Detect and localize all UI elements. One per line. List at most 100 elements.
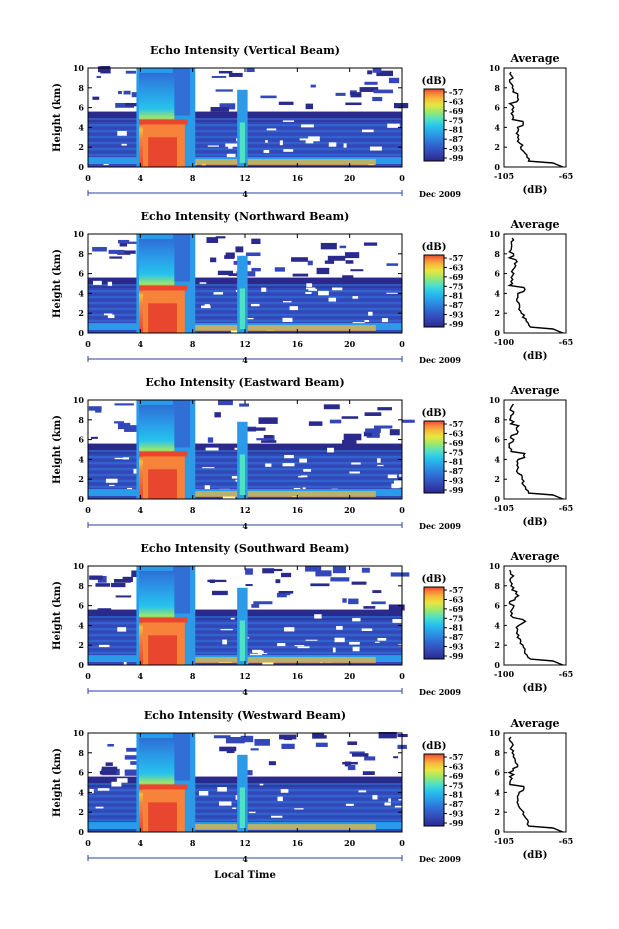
colorbar-tick-label: -87 — [449, 632, 463, 642]
echo-gap — [97, 788, 110, 791]
colorbar-tick-label: -63 — [449, 761, 464, 771]
panel-3: Echo Intensity (Southward Beam) 0 2 4 6 8 10 0 4… — [52, 542, 573, 697]
panel-title: Echo Intensity (Southward Beam) — [141, 542, 350, 555]
echo-gap — [284, 455, 294, 459]
echo-gap — [248, 811, 256, 814]
echo-gap — [361, 129, 374, 133]
echo-patch — [371, 601, 386, 605]
echo-gap — [343, 143, 347, 148]
echo-patch — [316, 267, 330, 275]
bright-band — [139, 119, 188, 125]
y-tick-label: 4 — [78, 454, 84, 464]
storm-anvil — [173, 234, 191, 282]
average-x-tick-label: -65 — [559, 503, 573, 513]
average-title: Average — [509, 550, 559, 563]
echo-patch — [210, 107, 229, 112]
bright-band — [139, 285, 188, 291]
y-tick-label: 4 — [78, 122, 84, 132]
colorbar-tick-label: -93 — [449, 476, 464, 486]
echo-gap — [282, 120, 295, 122]
echo-patch — [278, 590, 294, 594]
average-xlabel: (dB) — [523, 185, 548, 196]
colorbar-tick-label: -75 — [449, 115, 463, 125]
echo-patch — [388, 77, 400, 84]
panel-4: Echo Intensity (Westward Beam) 0 2 4 6 8 10 0 4 8… — [52, 709, 573, 864]
echo-patch — [330, 577, 350, 582]
echo-gap — [381, 318, 388, 323]
echo-gap — [259, 783, 264, 786]
echo-patch — [117, 250, 136, 254]
bright-band — [139, 451, 188, 457]
echo-gap — [377, 458, 381, 463]
echo-gap — [372, 795, 378, 800]
average-frame — [503, 67, 567, 168]
x-tick-label: 8 — [190, 505, 196, 515]
echo-gap — [361, 628, 373, 632]
echo-patch — [342, 275, 354, 279]
echo-patch — [315, 742, 328, 747]
storm-anvil — [173, 400, 191, 448]
average-x-tick-label: -105 — [494, 171, 514, 181]
echo-patch — [225, 252, 235, 259]
colorbar-tick-label: -93 — [449, 310, 464, 320]
echo-patch — [376, 70, 394, 77]
echo-gap — [368, 311, 373, 316]
echo-gap — [244, 317, 254, 320]
echo-patch — [364, 756, 376, 761]
colorbar-tick-label: -81 — [449, 623, 463, 633]
echo-patch — [366, 431, 380, 438]
colorbar-tick-label: -87 — [449, 466, 463, 476]
echo-patch — [390, 572, 410, 577]
echo-patch — [97, 66, 110, 73]
colorbar-tick-label: -93 — [449, 144, 464, 154]
average-profile-line — [507, 237, 564, 334]
x-tick-label: 0 — [399, 505, 405, 515]
average-frame — [503, 565, 567, 666]
echo-patch — [320, 242, 337, 250]
echo-patch — [344, 761, 352, 767]
colorbar — [423, 420, 445, 494]
average-y-tick-label: 8 — [494, 249, 500, 259]
echo-patch — [327, 255, 346, 261]
echo-patch — [361, 567, 370, 573]
echo-patch — [107, 743, 114, 747]
echo-patch — [378, 731, 397, 739]
echo-patch — [217, 270, 234, 276]
x-tick-label: 16 — [292, 339, 304, 349]
echo-patch — [397, 733, 408, 738]
average-x-tick-label: -65 — [559, 836, 573, 846]
echo-patch — [214, 412, 221, 418]
echo-gap — [384, 802, 391, 806]
echo-patch — [363, 431, 372, 437]
y-tick-label: 8 — [78, 83, 84, 93]
echo-gap — [352, 646, 360, 652]
average-y-tick-label: 10 — [489, 395, 501, 405]
echo-patch — [210, 257, 217, 263]
average-y-tick-label: 10 — [489, 63, 501, 73]
echo-patch — [88, 406, 102, 411]
echo-patch — [274, 267, 285, 272]
heatmap-field — [88, 65, 409, 167]
date-label: Dec 2009 — [419, 854, 461, 864]
y-tick-label: 2 — [78, 308, 84, 318]
echo-gap — [205, 447, 219, 451]
echo-gap — [95, 806, 104, 809]
average-y-tick-label: 0 — [494, 328, 500, 338]
heatmap-field — [88, 566, 410, 665]
date-label: Dec 2009 — [419, 355, 461, 365]
echo-gap — [279, 140, 283, 146]
echo-patch — [228, 72, 243, 77]
colorbar-label: (dB) — [422, 76, 447, 87]
echo-patch — [281, 743, 295, 749]
x-tick-label: 0 — [399, 838, 405, 848]
colorbar-tick-label: -99 — [449, 319, 464, 329]
echo-patch — [291, 257, 308, 262]
echo-patch — [240, 735, 254, 743]
day-marker: 4 — [242, 521, 248, 531]
colorbar-tick-label: -57 — [449, 752, 463, 762]
echo-gap — [222, 639, 228, 645]
echo-gap — [265, 140, 268, 143]
y-tick-label: 6 — [78, 601, 84, 611]
echo-patch — [206, 237, 219, 243]
x-tick-label: 0 — [85, 339, 91, 349]
